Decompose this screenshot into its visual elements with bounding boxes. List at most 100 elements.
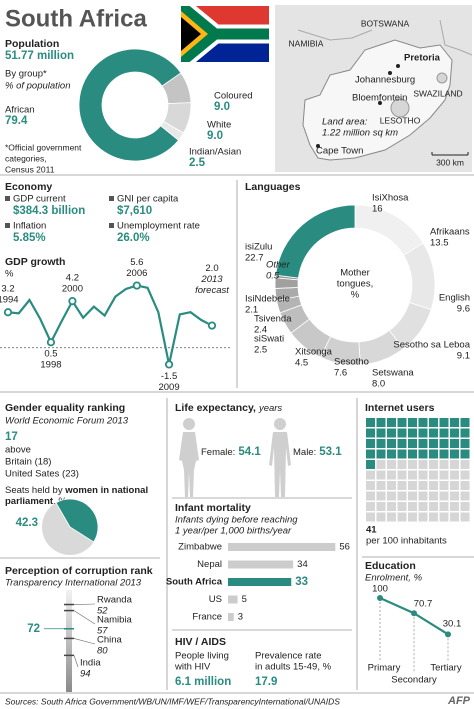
year-label: 1994 xyxy=(0,295,19,306)
waffle-cell xyxy=(439,491,449,501)
waffle-cell xyxy=(450,439,459,448)
waffle-cell xyxy=(418,439,428,448)
waffle-cell xyxy=(439,449,449,459)
waffle-cell xyxy=(387,502,396,511)
section-title: Perception of corruption rank xyxy=(5,565,153,577)
subtitle: By group* xyxy=(5,69,47,80)
waffle-cell xyxy=(408,481,417,490)
seats-label: Seats held by women in national xyxy=(5,485,148,496)
gdp-point xyxy=(68,297,77,306)
segment-value: 79.4 xyxy=(5,115,28,127)
female-figure xyxy=(179,432,199,497)
value-label: 70.7 xyxy=(414,599,433,610)
waffle-cell xyxy=(429,512,438,522)
center-label: % xyxy=(351,290,360,301)
waffle-cell xyxy=(376,470,386,480)
source: Transparency International 2013 xyxy=(5,578,142,589)
donut-segment xyxy=(160,120,185,141)
indicator-value: 5.85% xyxy=(13,232,46,244)
bullet xyxy=(109,223,114,228)
segment-value: 9.0 xyxy=(207,130,223,142)
indicator-value: 26.0% xyxy=(117,232,150,244)
hiv-label: in adults 15-49, % xyxy=(255,662,332,673)
map-label: Cape Town xyxy=(316,146,363,157)
map-country xyxy=(302,39,453,161)
pie-segment xyxy=(55,498,99,543)
waffle-cell xyxy=(429,439,438,448)
waffle-cell xyxy=(376,439,386,448)
year-label: 2013 xyxy=(200,274,223,285)
bar-label: US xyxy=(209,594,222,605)
seats-label-part: parliament xyxy=(5,496,54,507)
waffle-cell xyxy=(408,418,417,427)
flag-green xyxy=(181,6,269,62)
waffle-cell xyxy=(376,460,386,469)
waffle-cell xyxy=(418,512,428,522)
map-city xyxy=(316,144,320,148)
waffle-cell xyxy=(460,481,470,490)
indicator-label: GNI per capita xyxy=(117,194,179,205)
waffle-cell xyxy=(408,512,417,522)
bar-value: 34 xyxy=(297,559,308,570)
map-swaziland xyxy=(436,72,448,84)
year-label: 2009 xyxy=(158,382,179,393)
waffle-cell xyxy=(408,428,417,438)
leader-line xyxy=(73,610,96,625)
subtitle: 1 year/per 1,000 births/year xyxy=(175,526,292,537)
waffle-cell xyxy=(450,428,459,438)
language-value: 9.6 xyxy=(457,304,470,315)
waffle-cell xyxy=(376,491,386,501)
waffle-cell xyxy=(439,481,449,490)
donut-segment xyxy=(275,204,356,279)
label-part: Male: xyxy=(293,447,316,458)
rank-value: 72 xyxy=(27,623,40,635)
waffle-cell xyxy=(387,449,396,459)
map-label: Bloemfontein xyxy=(352,93,407,104)
waffle-cell xyxy=(418,449,428,459)
waffle-cell xyxy=(439,428,449,438)
waffle-cell xyxy=(366,491,375,501)
bar-value: 33 xyxy=(295,576,308,588)
map xyxy=(275,5,473,172)
bar xyxy=(228,613,234,621)
title-part: years xyxy=(258,403,282,414)
indicator-value: $7,610 xyxy=(117,205,152,217)
bar-label: France xyxy=(192,612,222,623)
language-label: English xyxy=(439,293,470,304)
section-title: GDP growth xyxy=(5,256,65,268)
unit: % xyxy=(5,269,14,280)
education-point xyxy=(445,631,451,638)
rank-value: 17 xyxy=(5,431,18,443)
footnote: Census 2011 xyxy=(5,164,55,174)
waffle-cell xyxy=(366,449,375,459)
waffle-cell xyxy=(429,449,438,459)
segment-label: Coloured xyxy=(214,91,253,102)
waffle-cell xyxy=(439,502,449,511)
bar-label: Zimbabwe xyxy=(178,542,222,553)
bar-label: Nepal xyxy=(197,559,222,570)
year-label: 2006 xyxy=(126,268,147,279)
waffle-cell xyxy=(439,470,449,480)
waffle-cell xyxy=(450,481,459,490)
country-label: China xyxy=(97,635,123,646)
waffle-cell xyxy=(366,439,375,448)
waffle-cell xyxy=(376,449,386,459)
sources: Sources: South Africa Government/WB/UN/I… xyxy=(5,696,340,706)
leader-line xyxy=(73,638,96,645)
value-label: 2.0 xyxy=(205,263,218,274)
map-city xyxy=(388,71,392,75)
waffle-cell xyxy=(366,460,375,469)
section-title: Infant mortality xyxy=(175,502,251,514)
section-title: Education xyxy=(365,560,416,572)
section-title: Internet users xyxy=(365,402,435,414)
waffle-cell xyxy=(397,428,407,438)
waffle-cell xyxy=(418,481,428,490)
value-part: 54.1 xyxy=(238,446,261,458)
gdp-point xyxy=(46,338,56,347)
value-label: -1.5 xyxy=(161,371,177,382)
waffle-cell xyxy=(418,460,428,469)
indicator-value: $384.3 billion xyxy=(13,205,85,217)
waffle-cell xyxy=(397,449,407,459)
male-head xyxy=(274,418,286,430)
